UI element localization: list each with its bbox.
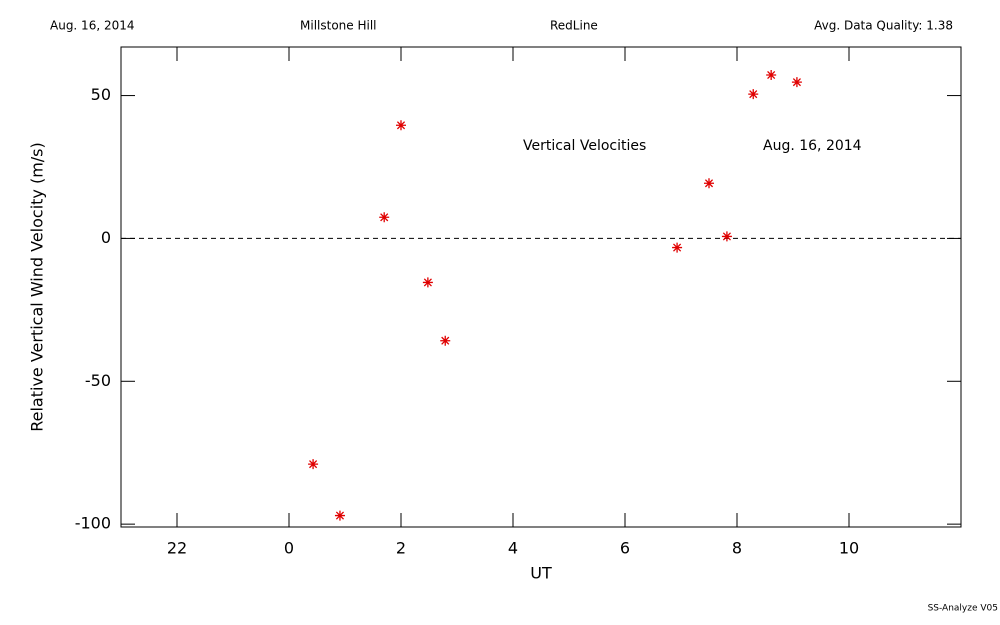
x-tick-label: 22 bbox=[167, 539, 187, 558]
y-axis-label: Relative Vertical Wind Velocity (m/s) bbox=[28, 142, 47, 432]
point bbox=[791, 77, 802, 88]
annotation: Aug. 16, 2014 bbox=[763, 138, 862, 154]
point bbox=[721, 231, 732, 242]
point bbox=[672, 242, 683, 253]
point bbox=[704, 178, 714, 189]
x-tick-label: 8 bbox=[732, 539, 742, 558]
header-quality: Avg. Data Quality: 1.38 bbox=[814, 19, 953, 33]
header-date: Aug. 16, 2014 bbox=[50, 19, 135, 33]
x-tick-label: 0 bbox=[284, 539, 294, 558]
plot-frame bbox=[120, 46, 962, 528]
y-tick-label: -50 bbox=[85, 371, 111, 390]
x-tick-label: 6 bbox=[620, 539, 630, 558]
x-tick-label: 2 bbox=[396, 539, 406, 558]
x-axis-label: UT bbox=[530, 564, 552, 583]
header-line: RedLine bbox=[550, 19, 598, 33]
x-tick-label: 4 bbox=[508, 539, 518, 558]
point bbox=[766, 70, 777, 80]
x-tick-label: 10 bbox=[839, 539, 859, 558]
y-tick-label: 0 bbox=[101, 228, 111, 247]
point bbox=[422, 277, 433, 288]
footer: SS-Analyze V05 bbox=[928, 604, 998, 614]
annotation: Vertical Velocities bbox=[523, 138, 646, 154]
point bbox=[748, 89, 759, 100]
point bbox=[396, 120, 406, 131]
point bbox=[308, 459, 319, 470]
point bbox=[440, 335, 451, 346]
point bbox=[334, 510, 345, 521]
y-tick-label: 50 bbox=[91, 85, 111, 104]
point bbox=[379, 212, 390, 223]
y-tick-label: -100 bbox=[75, 514, 111, 533]
header-site: Millstone Hill bbox=[300, 19, 376, 33]
